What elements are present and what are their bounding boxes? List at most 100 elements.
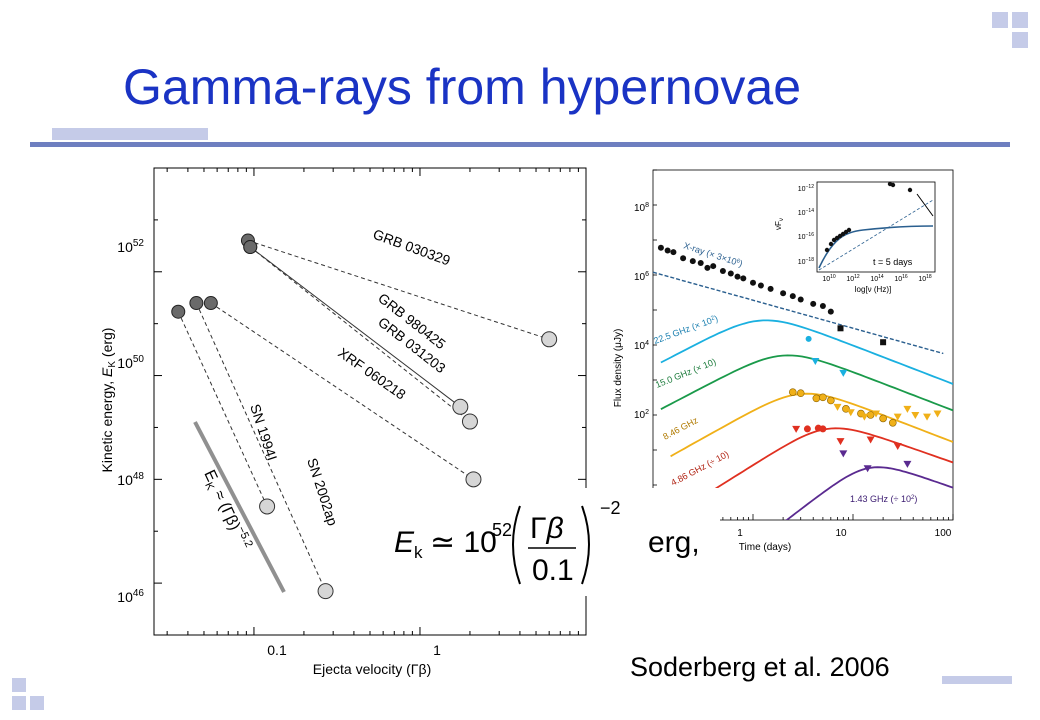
inset-tick-label: 10−14 <box>798 208 814 217</box>
series-line <box>177 311 268 507</box>
power-law-line <box>193 421 286 593</box>
data-point <box>461 413 478 430</box>
upper-limit <box>863 465 872 473</box>
equation: E k ≃ 10 52 Γβ 0.1 −2 erg, <box>394 498 700 587</box>
svg-text:≃ 10: ≃ 10 <box>430 526 497 559</box>
upper-limit <box>911 412 920 419</box>
decor-square <box>12 696 26 710</box>
series-curve <box>785 466 953 520</box>
series-lines <box>177 240 550 592</box>
series-curve <box>653 271 944 355</box>
upper-limit <box>893 413 902 421</box>
y-tick-label: 102 <box>634 409 649 421</box>
svg-text:52: 52 <box>492 520 512 540</box>
decor-square <box>992 12 1008 28</box>
data-point <box>680 255 687 262</box>
title-rule-accent <box>52 128 208 140</box>
inset-tick-label: 1016 <box>894 274 908 283</box>
data-point <box>819 393 827 402</box>
data-point <box>880 339 887 346</box>
data-point <box>810 300 817 307</box>
data-point <box>879 414 887 423</box>
upper-limit <box>836 438 845 446</box>
series-line <box>249 246 471 422</box>
inset-tick-label: 10−12 <box>798 184 814 193</box>
data-point <box>452 398 469 415</box>
upper-limit <box>933 410 942 418</box>
spectrum-inset: t = 5 days 10−12 10−14 10−16 10−18 νFν 1… <box>774 181 936 294</box>
citation-rule <box>942 676 1012 684</box>
data-point <box>788 388 797 396</box>
series-line <box>247 240 550 340</box>
data-point <box>719 268 726 275</box>
data-point <box>757 282 764 289</box>
data-point <box>750 279 756 286</box>
axis-ticks <box>154 167 587 636</box>
y-tick-label: 104 <box>634 340 649 352</box>
inset-y-label: νFν <box>774 218 785 230</box>
data-point <box>189 296 204 311</box>
x-axis-label: Time (days) <box>739 542 791 553</box>
energy-velocity-chart: 1052 1050 1048 1046 0.1 1 Ejecta velocit… <box>99 167 587 677</box>
data-point <box>827 396 835 405</box>
data-point <box>704 264 711 271</box>
series-points <box>171 233 558 600</box>
page-title: Gamma-rays from hypernovae <box>123 59 802 115</box>
y-axis-label: Flux density (μJy) <box>613 329 624 408</box>
data-point <box>819 303 826 310</box>
data-point <box>837 325 844 332</box>
x-tick-label: 0.1 <box>267 642 287 658</box>
series-curve <box>660 319 953 385</box>
equation-box <box>388 488 720 596</box>
series-curves <box>653 271 953 520</box>
x-axis-label: Ejecta velocity (Γβ) <box>313 661 431 677</box>
inset-tick-label: 10−16 <box>798 232 814 241</box>
upper-limit <box>872 410 881 418</box>
data-point <box>171 304 186 319</box>
series-points <box>657 244 942 473</box>
upper-limit <box>839 369 848 377</box>
decor-square <box>12 678 26 692</box>
inset-tick-label: 10−18 <box>798 257 814 266</box>
svg-text:−2: −2 <box>600 498 621 518</box>
inset-tick-label: 1018 <box>918 274 932 283</box>
series-line <box>210 302 474 480</box>
x-tick-label: 100 <box>935 528 952 539</box>
series-curve <box>660 354 953 412</box>
decor-square <box>1012 12 1028 28</box>
decor-square <box>30 696 44 710</box>
svg-text:erg,: erg, <box>648 526 700 559</box>
data-point <box>734 273 741 280</box>
y-axis-label: Kinetic energy, EK (erg) <box>99 328 118 473</box>
data-point <box>796 389 805 397</box>
data-point <box>805 335 812 342</box>
data-point <box>541 331 558 348</box>
svg-text:E: E <box>394 526 415 559</box>
data-point <box>657 244 664 251</box>
data-point <box>259 498 276 515</box>
data-point <box>907 187 913 193</box>
data-point <box>824 247 830 253</box>
upper-limit <box>839 450 848 458</box>
decor-square <box>1012 32 1028 48</box>
data-point <box>827 308 834 315</box>
data-point <box>203 296 218 311</box>
inset-tick-label: 1010 <box>822 274 836 283</box>
data-point <box>664 247 671 254</box>
data-point <box>710 263 717 270</box>
data-point <box>866 411 875 419</box>
upper-limit <box>860 413 869 421</box>
data-point <box>888 418 897 427</box>
upper-limit <box>866 436 875 444</box>
upper-limit <box>903 460 912 468</box>
upper-limit <box>923 413 932 421</box>
y-tick-label: 1048 <box>117 471 144 488</box>
y-tick-label: 1050 <box>117 354 144 371</box>
upper-limit <box>893 443 902 451</box>
x-tick-label: 1 <box>737 528 743 539</box>
inset-annotation: t = 5 days <box>873 257 913 267</box>
series-line <box>195 302 327 592</box>
data-point <box>846 227 852 233</box>
data-point <box>740 275 747 282</box>
data-point <box>243 240 258 255</box>
